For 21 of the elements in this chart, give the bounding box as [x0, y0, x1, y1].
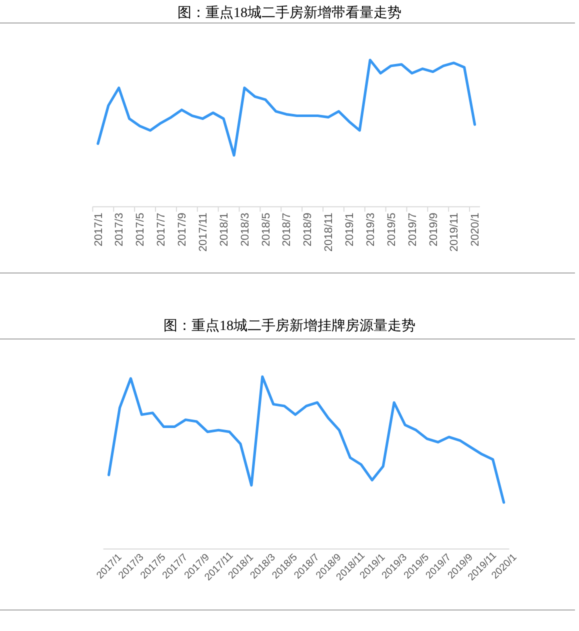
- x-tick-label: 2017/9: [176, 212, 189, 246]
- x-tick-label: 2019/9: [428, 212, 440, 246]
- x-tick-label: 2018/11: [323, 212, 336, 252]
- x-tick-label: 2017/3: [114, 212, 126, 246]
- x-tick-label: 2017/7: [156, 212, 168, 246]
- x-tick-label: 2018/9: [302, 212, 314, 246]
- x-tick-label: 2019/11: [448, 212, 461, 252]
- x-tick-label: 2017/1: [92, 212, 105, 246]
- chart-title: 图：重点18城二手房新增挂牌房源量走势: [164, 318, 416, 334]
- x-tick-label: 2018/1: [218, 212, 230, 246]
- x-tick-label: 2019/3: [364, 212, 377, 246]
- x-tick-label: 2019/5: [386, 212, 398, 246]
- x-tick-label: 2018/3: [239, 212, 252, 246]
- x-tick-label: 2018/5: [260, 212, 272, 246]
- x-tick-label: 2020/1: [470, 212, 482, 246]
- x-tick-label: 2019/1: [344, 212, 356, 246]
- chart-title: 图：重点18城二手房新增带看量走势: [178, 5, 402, 21]
- x-tick-label: 2017/5: [134, 212, 147, 246]
- x-tick-label: 2018/7: [281, 212, 294, 246]
- x-tick-label: 2019/7: [406, 212, 419, 246]
- x-tick-label: 2017/11: [197, 212, 210, 252]
